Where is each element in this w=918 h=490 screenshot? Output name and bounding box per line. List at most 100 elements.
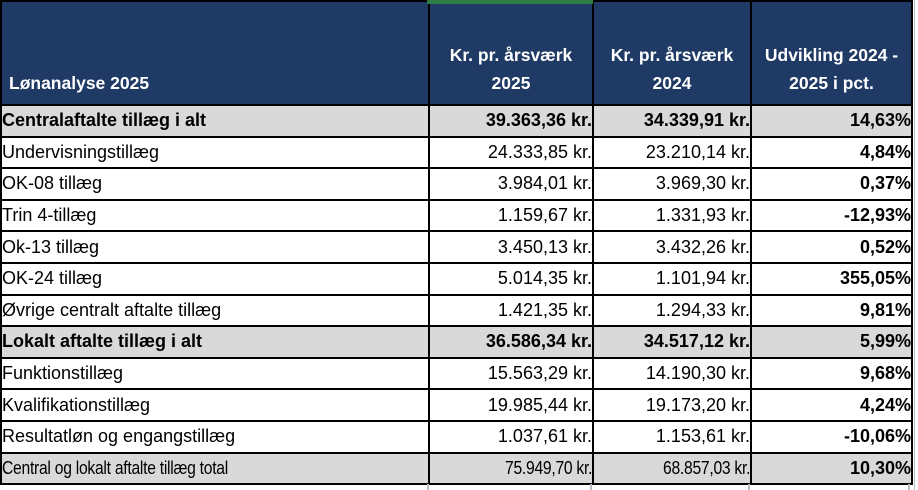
kr-2025-cell[interactable]: 1.421,35 kr. bbox=[428, 293, 594, 328]
kr-2025-value: 5.014,35 kr. bbox=[497, 268, 592, 289]
header-cell-kr-2025[interactable]: Kr. pr. årsværk 2025 bbox=[428, 0, 594, 106]
pct-value: 0,52% bbox=[859, 236, 911, 257]
pct-cell[interactable]: 10,30% bbox=[750, 451, 913, 486]
kr-2024-value: 1.153,61 kr. bbox=[655, 426, 750, 447]
pct-cell[interactable]: 9,81% bbox=[750, 293, 913, 328]
kr-2025-cell[interactable]: 15.563,29 kr. bbox=[428, 356, 594, 391]
row-label-cell[interactable]: Resultatløn og engangstillæg bbox=[0, 419, 430, 454]
kr-2025-value: 3.984,01 kr. bbox=[497, 173, 592, 194]
table-row: Lokalt aftalte tillæg i alt 36.586,34 kr… bbox=[0, 325, 913, 359]
row-label-cell[interactable]: OK-08 tillæg bbox=[0, 167, 430, 201]
row-label: Lokalt aftalte tillæg i alt bbox=[2, 331, 203, 352]
kr-2025-cell[interactable]: 39.363,36 kr. bbox=[428, 104, 594, 138]
table-row: OK-24 tillæg 5.014,35 kr. 1.101,94 kr. 3… bbox=[0, 261, 913, 296]
kr-2025-cell[interactable]: 19.985,44 kr. bbox=[428, 388, 594, 422]
kr-2024-cell[interactable]: 34.517,12 kr. bbox=[592, 325, 752, 359]
pct-value: 4,24% bbox=[859, 394, 911, 415]
kr-2024-cell[interactable]: 1.153,61 kr. bbox=[592, 419, 752, 454]
kr-2025-cell[interactable]: 3.450,13 kr. bbox=[428, 230, 594, 264]
pct-value: 9,81% bbox=[859, 299, 911, 320]
row-label-cell[interactable]: Øvrige centralt aftalte tillæg bbox=[0, 293, 430, 328]
header-cell-kr-2024[interactable]: Kr. pr. årsværk 2024 bbox=[592, 0, 752, 106]
pct-cell[interactable]: 4,84% bbox=[750, 135, 913, 170]
gridline-right-edge bbox=[914, 0, 915, 490]
row-label-cell[interactable]: Ok-13 tillæg bbox=[0, 230, 430, 264]
row-label-cell[interactable]: Kvalifikationstillæg bbox=[0, 388, 430, 422]
table-row: Funktionstillæg 15.563,29 kr. 14.190,30 … bbox=[0, 356, 913, 391]
pct-cell[interactable]: 355,05% bbox=[750, 261, 913, 296]
kr-2025-cell[interactable]: 75.949,70 kr. bbox=[428, 451, 594, 486]
kr-2025-value: 1.421,35 kr. bbox=[497, 299, 592, 320]
pct-cell[interactable]: 14,63% bbox=[750, 104, 913, 138]
kr-2025-cell[interactable]: 5.014,35 kr. bbox=[428, 261, 594, 296]
pct-cell[interactable]: 0,37% bbox=[750, 167, 913, 201]
gridline-stub bbox=[908, 484, 910, 490]
kr-2025-cell[interactable]: 1.037,61 kr. bbox=[428, 419, 594, 454]
kr-2025-cell[interactable]: 24.333,85 kr. bbox=[428, 135, 594, 170]
row-label: OK-24 tillæg bbox=[2, 268, 103, 289]
kr-2024-cell[interactable]: 68.857,03 kr. bbox=[592, 451, 752, 486]
row-label-cell[interactable]: Trin 4-tillæg bbox=[0, 198, 430, 233]
kr-2024-cell[interactable]: 1.101,94 kr. bbox=[592, 261, 752, 296]
kr-2024-cell[interactable]: 3.432,26 kr. bbox=[592, 230, 752, 264]
kr-2024-value: 1.294,33 kr. bbox=[655, 299, 750, 320]
header-kr-2024-line2: 2024 bbox=[652, 73, 692, 93]
kr-2024-cell[interactable]: 34.339,91 kr. bbox=[592, 104, 752, 138]
kr-2025-cell[interactable]: 1.159,67 kr. bbox=[428, 198, 594, 233]
green-accent-bar bbox=[427, 0, 593, 4]
header-pct-line1: Udvikling 2024 - bbox=[764, 45, 899, 65]
row-label-cell[interactable]: Centralaftalte tillæg i alt bbox=[0, 104, 430, 138]
kr-2025-value: 24.333,85 kr. bbox=[487, 141, 592, 162]
row-label: Centralaftalte tillæg i alt bbox=[2, 110, 207, 131]
row-label-cell[interactable]: Lokalt aftalte tillæg i alt bbox=[0, 325, 430, 359]
table-row: Ok-13 tillæg 3.450,13 kr. 3.432,26 kr. 0… bbox=[0, 230, 913, 264]
kr-2024-cell[interactable]: 14.190,30 kr. bbox=[592, 356, 752, 391]
row-label: Ok-13 tillæg bbox=[2, 236, 100, 257]
row-label-cell[interactable]: Funktionstillæg bbox=[0, 356, 430, 391]
kr-2024-cell[interactable]: 3.969,30 kr. bbox=[592, 167, 752, 201]
kr-2024-cell[interactable]: 19.173,20 kr. bbox=[592, 388, 752, 422]
kr-2025-value: 1.037,61 kr. bbox=[497, 426, 592, 447]
row-label: Trin 4-tillæg bbox=[2, 205, 97, 226]
pct-cell[interactable]: 9,68% bbox=[750, 356, 913, 391]
kr-2024-value: 1.331,93 kr. bbox=[655, 205, 750, 226]
gridline-stub bbox=[590, 484, 592, 490]
kr-2024-cell[interactable]: 23.210,14 kr. bbox=[592, 135, 752, 170]
kr-2024-value: 3.432,26 kr. bbox=[655, 236, 750, 257]
header-kr-2024-line1: Kr. pr. årsværk bbox=[610, 45, 734, 65]
pct-cell[interactable]: 0,52% bbox=[750, 230, 913, 264]
header-row: Lønanalyse 2025 Kr. pr. årsværk 2025 Kr.… bbox=[0, 0, 913, 106]
row-label-cell[interactable]: Central og lokalt aftalte tillæg total bbox=[0, 451, 430, 486]
gridline-stub bbox=[427, 484, 429, 490]
kr-2025-cell[interactable]: 3.984,01 kr. bbox=[428, 167, 594, 201]
kr-2024-value: 23.210,14 kr. bbox=[645, 141, 750, 162]
header-kr-2025-line1: Kr. pr. årsværk bbox=[449, 45, 573, 65]
kr-2024-value: 68.857,03 kr. bbox=[662, 457, 750, 478]
row-label: OK-08 tillæg bbox=[2, 173, 103, 194]
header-cell-title[interactable]: Lønanalyse 2025 bbox=[0, 0, 430, 106]
kr-2024-value: 1.101,94 kr. bbox=[655, 268, 750, 289]
row-label-cell[interactable]: OK-24 tillæg bbox=[0, 261, 430, 296]
kr-2024-value: 34.517,12 kr. bbox=[643, 331, 750, 352]
pct-value: -10,06% bbox=[843, 426, 911, 447]
pct-cell[interactable]: 4,24% bbox=[750, 388, 913, 422]
table-title: Lønanalyse 2025 bbox=[9, 73, 150, 93]
kr-2025-cell[interactable]: 36.586,34 kr. bbox=[428, 325, 594, 359]
pct-value: -12,93% bbox=[843, 205, 911, 226]
kr-2024-cell[interactable]: 1.331,93 kr. bbox=[592, 198, 752, 233]
table-row: Kvalifikationstillæg 19.985,44 kr. 19.17… bbox=[0, 388, 913, 422]
kr-2024-cell[interactable]: 1.294,33 kr. bbox=[592, 293, 752, 328]
pct-cell[interactable]: -12,93% bbox=[750, 198, 913, 233]
gridline-stub bbox=[748, 484, 750, 490]
pct-cell[interactable]: 5,99% bbox=[750, 325, 913, 359]
row-label: Undervisningstillæg bbox=[2, 141, 160, 162]
table-row: OK-08 tillæg 3.984,01 kr. 3.969,30 kr. 0… bbox=[0, 167, 913, 201]
table-row: Resultatløn og engangstillæg 1.037,61 kr… bbox=[0, 419, 913, 454]
table-header: Lønanalyse 2025 Kr. pr. årsværk 2025 Kr.… bbox=[0, 0, 913, 106]
pct-value: 5,99% bbox=[859, 331, 911, 352]
row-label-cell[interactable]: Undervisningstillæg bbox=[0, 135, 430, 170]
pct-cell[interactable]: -10,06% bbox=[750, 419, 913, 454]
header-cell-udvikling-pct[interactable]: Udvikling 2024 - 2025 i pct. bbox=[750, 0, 913, 106]
row-label: Central og lokalt aftalte tillæg total bbox=[2, 457, 228, 478]
